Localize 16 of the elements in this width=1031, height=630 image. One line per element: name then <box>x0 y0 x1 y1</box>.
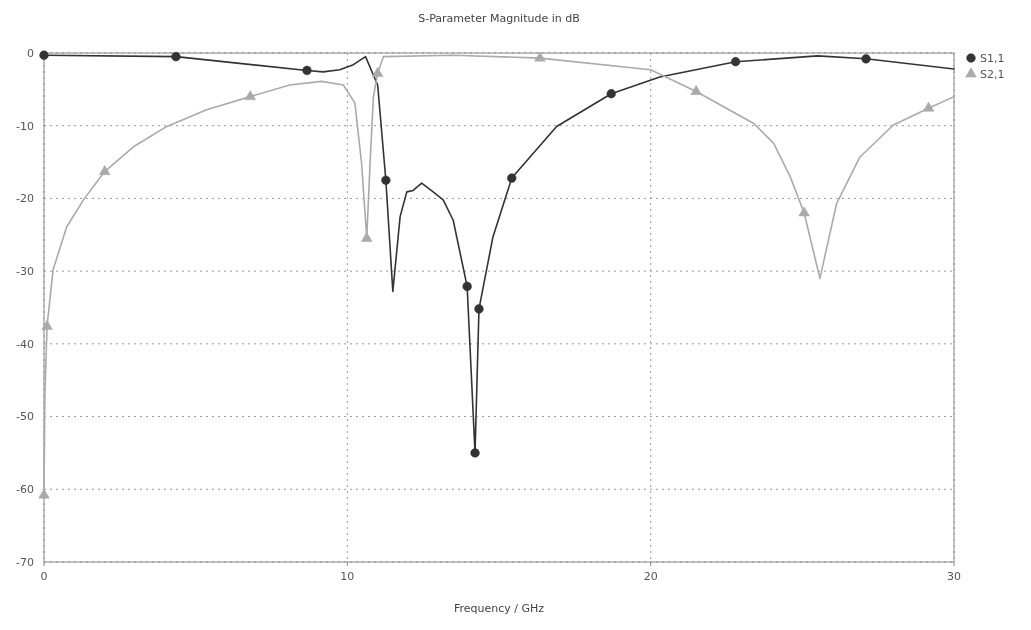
y-tick-label: -30 <box>16 264 34 278</box>
x-tick-label: 10 <box>340 570 355 583</box>
y-tick-label: -60 <box>16 483 34 497</box>
y-tick-label: -50 <box>16 410 34 424</box>
y-tick-label: -20 <box>16 192 34 206</box>
y-tick-label: -10 <box>16 119 34 133</box>
legend-label: S1,1 <box>980 51 1005 65</box>
legend-label: S2,1 <box>980 67 1005 81</box>
y-tick-label: 0 <box>27 46 34 60</box>
y-tick-label: -40 <box>16 337 34 351</box>
y-tick-label: -70 <box>16 555 34 569</box>
x-tick-label: 30 <box>947 570 961 583</box>
x-axis-title: Frequency / GHz <box>453 602 545 615</box>
x-tick-label: 0 <box>40 570 48 583</box>
x-tick-label: 20 <box>643 570 658 583</box>
chart-title: S-Parameter Magnitude in dB <box>418 12 580 25</box>
